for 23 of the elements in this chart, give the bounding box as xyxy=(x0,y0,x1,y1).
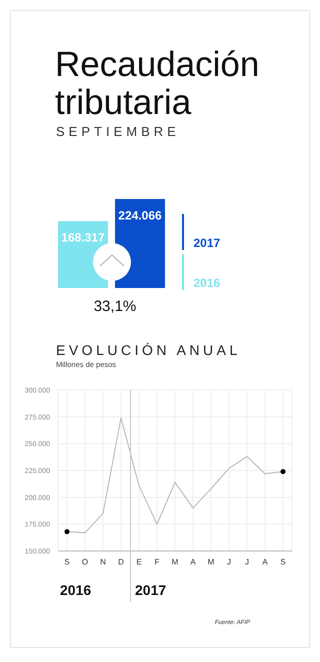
x-tick-label: A xyxy=(190,558,196,567)
text: 2017 xyxy=(194,236,220,250)
text: 2016 xyxy=(60,582,92,598)
x-tick-label: M xyxy=(172,558,179,567)
x-tick-label: J xyxy=(245,558,249,567)
text: 2017 xyxy=(135,582,166,598)
data-label: 168.317 xyxy=(61,230,106,245)
x-tick-label: S xyxy=(64,558,70,567)
text: 2016 xyxy=(194,276,220,290)
chart-subtitle: SEPTIEMBRE xyxy=(56,124,180,139)
x-tick-label: F xyxy=(154,558,160,567)
data-label: 224.066 xyxy=(118,208,162,223)
x-tick-label: E xyxy=(136,558,142,567)
x-tick-label: J xyxy=(227,558,231,567)
x-tick-label: D xyxy=(118,558,124,567)
x-tick-label: O xyxy=(82,558,88,567)
x-tick-label: A xyxy=(262,558,268,567)
x-tick-label: N xyxy=(100,558,106,567)
chart-title: EVOLUCIÓN ANUAL xyxy=(56,342,241,358)
x-tick-label: M xyxy=(208,558,215,567)
text: 33,1% xyxy=(92,298,138,315)
x-tick-label: S xyxy=(280,558,286,567)
chart-title: Recaudación tributaria xyxy=(55,45,260,122)
